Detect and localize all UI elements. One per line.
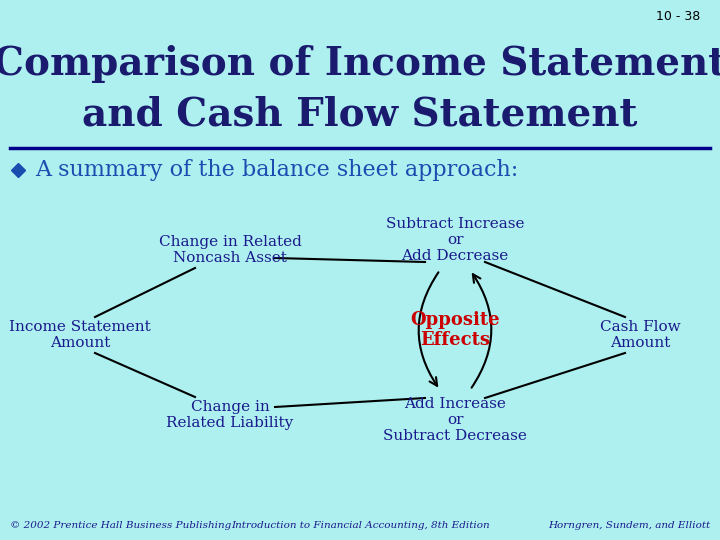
Text: Horngren, Sundem, and Elliott: Horngren, Sundem, and Elliott	[548, 521, 710, 530]
Text: Introduction to Financial Accounting, 8th Edition: Introduction to Financial Accounting, 8t…	[230, 521, 490, 530]
Text: © 2002 Prentice Hall Business Publishing: © 2002 Prentice Hall Business Publishing	[10, 521, 231, 530]
Text: Add Increase
or
Subtract Decrease: Add Increase or Subtract Decrease	[383, 397, 527, 443]
Text: and Cash Flow Statement: and Cash Flow Statement	[82, 95, 638, 133]
Text: Subtract Increase
or
Add Decrease: Subtract Increase or Add Decrease	[386, 217, 524, 263]
Text: Change in
Related Liability: Change in Related Liability	[166, 400, 294, 430]
Text: Opposite
Effects: Opposite Effects	[410, 310, 500, 349]
FancyArrowPatch shape	[418, 272, 438, 386]
Text: A summary of the balance sheet approach:: A summary of the balance sheet approach:	[35, 159, 518, 181]
Text: Income Statement
Amount: Income Statement Amount	[9, 320, 151, 350]
Text: Comparison of Income Statement: Comparison of Income Statement	[0, 45, 720, 83]
Text: 10 - 38: 10 - 38	[656, 10, 700, 23]
Text: Cash Flow
Amount: Cash Flow Amount	[600, 320, 680, 350]
FancyArrowPatch shape	[472, 274, 491, 388]
Text: Change in Related
Noncash Asset: Change in Related Noncash Asset	[158, 235, 302, 265]
